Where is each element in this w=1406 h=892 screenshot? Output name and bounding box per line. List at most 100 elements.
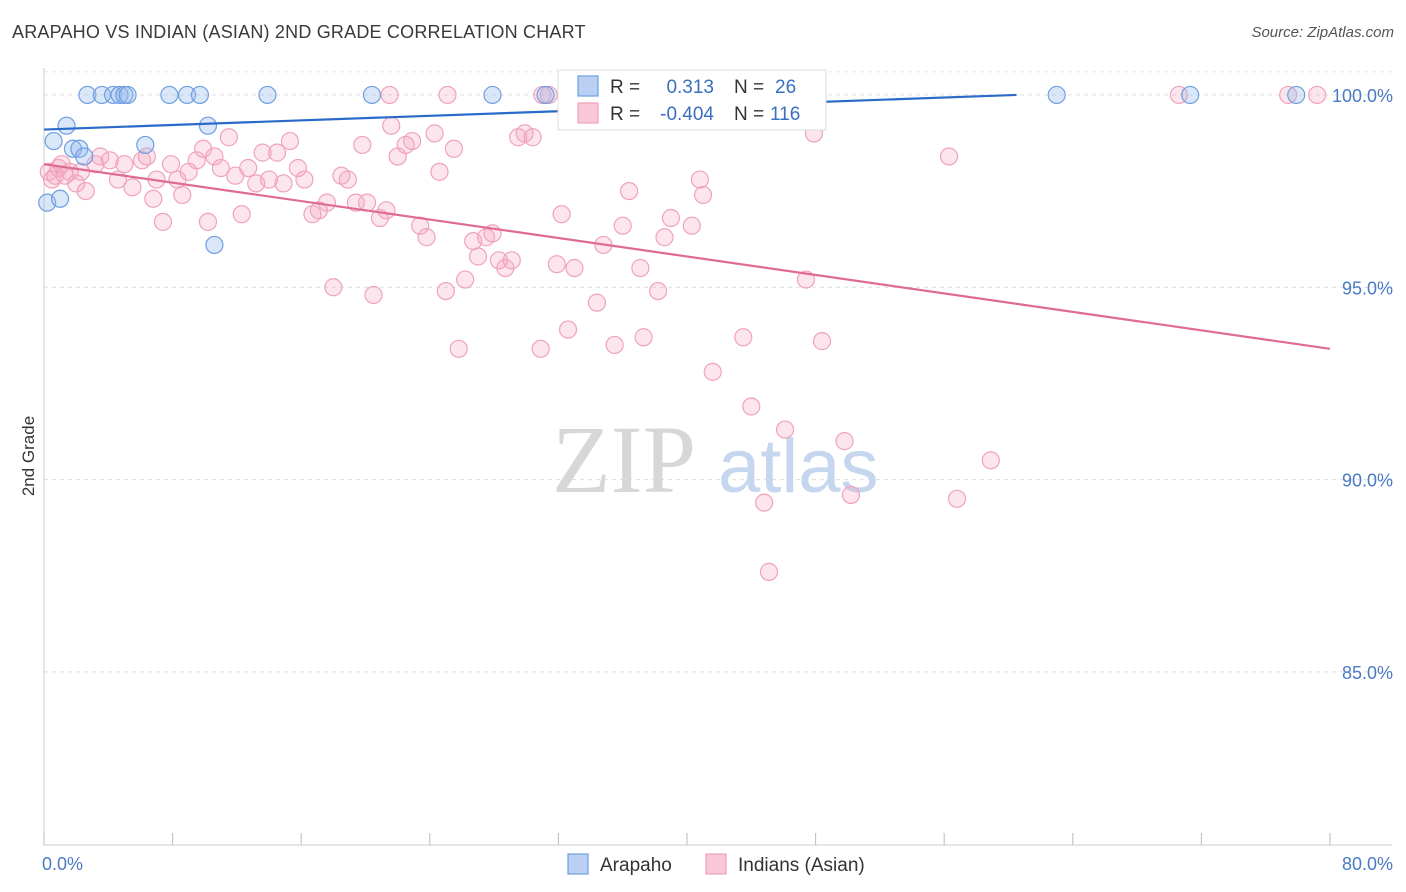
arapaho-point-25 [1287, 85, 1306, 105]
indian-point-59 [417, 228, 436, 247]
series-indian-points [39, 85, 1327, 581]
indian-point-63 [444, 139, 464, 158]
y-tick-labels: 100.0% 95.0% 90.0% 85.0% [1332, 86, 1393, 683]
indian-point-89 [648, 281, 668, 301]
y-tick-label-0: 100.0% [1332, 86, 1393, 106]
indian-point-78 [547, 255, 566, 274]
indian-point-60 [425, 124, 444, 143]
arapaho-point-6 [75, 147, 94, 166]
indian-point-9 [76, 181, 95, 201]
indian-point-87 [631, 258, 650, 278]
y-tick-label-1: 95.0% [1342, 278, 1393, 298]
indian-point-35 [253, 143, 272, 162]
indian-point-64 [449, 339, 468, 358]
indian-point-51 [364, 285, 383, 305]
legend-bottom-swatch-indian [705, 853, 727, 875]
arapaho-point-12 [118, 85, 137, 105]
indian-point-21 [161, 155, 181, 174]
legend-r-value-1: 0.313 [666, 77, 714, 98]
arapaho-point-18 [205, 235, 224, 255]
legend-r-label-1: R = [610, 77, 640, 98]
arapaho-point-20 [362, 85, 382, 105]
indian-point-101 [796, 270, 816, 289]
indian-point-94 [693, 185, 713, 205]
indian-point-18 [144, 189, 163, 208]
indian-point-23 [173, 185, 192, 205]
indian-point-53 [377, 201, 396, 220]
legend-swatch-arapaho [577, 75, 599, 97]
watermark-atlas: atlas [718, 424, 879, 509]
chart-title: ARAPAHO VS INDIAN (ASIAN) 2ND GRADE CORR… [12, 22, 586, 42]
arapaho-point-13 [136, 135, 155, 155]
arapaho-point-2 [50, 189, 70, 208]
indian-point-90 [655, 228, 674, 247]
indian-point-82 [587, 293, 607, 312]
indian-point-45 [324, 278, 343, 297]
series-legend: Arapaho Indians (Asian) [567, 853, 865, 876]
indian-point-61 [430, 162, 449, 181]
arapaho-point-19 [258, 85, 277, 105]
legend-r-value-2: -0.404 [660, 104, 714, 125]
indian-point-38 [274, 174, 293, 193]
indian-point-72 [502, 251, 521, 270]
trend-line-arapaho [43, 93, 1017, 131]
indian-point-12 [100, 151, 120, 170]
indian-point-37 [267, 143, 287, 162]
indian-point-25 [187, 151, 206, 170]
indian-point-39 [280, 131, 300, 151]
arapaho-point-1 [44, 131, 63, 151]
stats-legend: R = 0.313 N = 26 R = -0.404 N = 116 [557, 69, 827, 131]
indian-point-93 [690, 170, 709, 189]
arapaho-point-24 [1181, 85, 1200, 105]
indian-point-91 [661, 208, 681, 228]
axes [43, 68, 1392, 846]
x-tick-labels: 0.0% 80.0% [42, 854, 1393, 874]
y-axis-title: 2nd Grade [19, 416, 38, 496]
legend-bottom-swatch-arapaho [567, 853, 589, 875]
indian-point-115 [380, 85, 399, 105]
indian-point-54 [382, 116, 401, 135]
indian-point-96 [734, 328, 753, 347]
indian-point-8 [71, 162, 91, 181]
indian-point-50 [358, 193, 377, 212]
x-tick-label-0: 0.0% [42, 854, 83, 874]
indian-point-75 [523, 128, 542, 147]
indian-point-29 [211, 158, 230, 178]
indian-point-85 [613, 216, 632, 235]
trend-lines [43, 93, 1331, 350]
legend-n-label-1: N = [734, 77, 764, 98]
legend-bottom-label-indian: Indians (Asian) [738, 855, 865, 876]
indian-point-65 [456, 270, 475, 289]
indian-point-47 [338, 170, 357, 189]
legend-n-value-1: 26 [775, 77, 796, 98]
arapaho-point-15 [177, 85, 197, 105]
indian-point-28 [205, 147, 224, 166]
indian-point-33 [239, 158, 258, 178]
indian-point-11 [91, 147, 110, 166]
indian-point-62 [436, 281, 455, 301]
indian-point-57 [403, 131, 422, 151]
legend-r-label-2: R = [610, 104, 640, 125]
arapaho-point-3 [57, 116, 76, 135]
indian-point-14 [115, 155, 134, 174]
indian-point-100 [775, 420, 795, 439]
arapaho-point-21 [483, 85, 502, 105]
indian-point-108 [981, 451, 1000, 470]
arapaho-point-17 [198, 116, 218, 135]
indian-point-88 [634, 328, 653, 347]
chart-source: Source: ZipAtlas.com [1251, 24, 1394, 41]
indian-point-49 [353, 135, 372, 155]
arapaho-point-23 [1047, 85, 1066, 105]
indian-point-32 [232, 205, 251, 224]
arapaho-point-16 [190, 85, 210, 105]
indian-point-103 [812, 332, 832, 351]
indian-point-76 [531, 339, 550, 358]
indian-point-107 [947, 489, 967, 508]
indian-point-80 [558, 320, 578, 339]
indian-point-97 [742, 397, 761, 416]
indian-point-84 [605, 335, 624, 355]
indian-point-41 [295, 170, 314, 189]
series-arapaho-points [38, 85, 1306, 255]
indian-point-79 [552, 205, 571, 224]
